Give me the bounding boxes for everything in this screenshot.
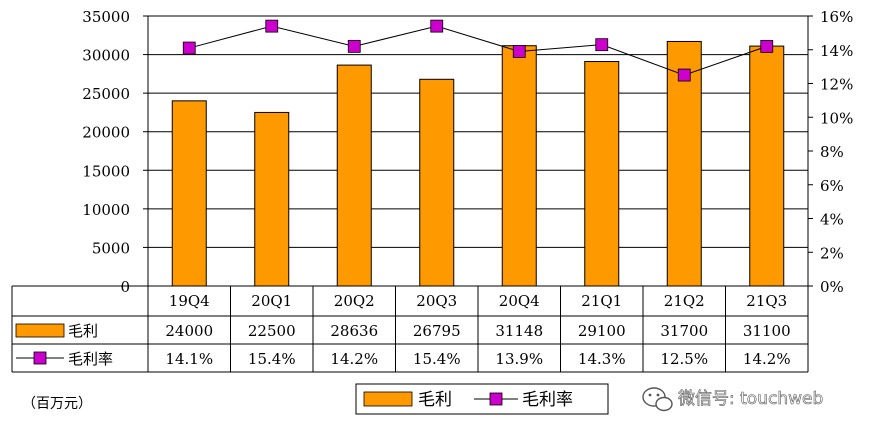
bar-value-label: 31100 [743, 322, 791, 340]
line-point [595, 38, 609, 52]
category-label: 20Q1 [251, 292, 292, 310]
category-label: 20Q3 [416, 292, 457, 310]
bar [501, 45, 537, 287]
right-tick-label: 6% [820, 177, 844, 195]
bar-series [171, 40, 785, 287]
rate-value-label: 14.2% [743, 350, 791, 368]
left-tick-label: 35000 [82, 8, 130, 26]
row-key-marker [33, 351, 47, 365]
legend-label-gross-profit: 毛利 [418, 390, 452, 410]
plot-axes [143, 15, 813, 287]
legend-label-margin: 毛利率 [522, 390, 573, 410]
rate-value-label: 12.5% [660, 350, 708, 368]
line-point [677, 68, 691, 82]
category-label: 20Q2 [334, 292, 375, 310]
left-tick-label: 15000 [82, 162, 130, 180]
bar-value-label: 31148 [495, 322, 543, 340]
category-label: 21Q3 [746, 292, 787, 310]
left-tick-label: 30000 [82, 47, 130, 65]
watermark: 微信号: touchweb [642, 387, 824, 412]
legend: 毛利 毛利率 [355, 383, 609, 415]
rate-value-label: 15.4% [413, 350, 461, 368]
right-tick-label: 0% [820, 278, 844, 296]
bar-value-label: 24000 [165, 322, 213, 340]
rate-value-label: 14.3% [578, 350, 626, 368]
right-tick-label: 4% [820, 211, 844, 229]
bar-value-label: 31700 [660, 322, 708, 340]
gridlines [148, 15, 808, 287]
data-table: 19Q4 20Q1 20Q2 20Q3 20Q4 21Q1 21Q2 21Q3 24000 225… [11, 285, 809, 373]
right-tick-label: 8% [820, 143, 844, 161]
category-label: 20Q4 [499, 292, 540, 310]
left-tick-label: 0 [120, 278, 130, 296]
line-point [512, 45, 526, 58]
line-point [182, 41, 196, 55]
left-tick-label: 5000 [92, 239, 130, 257]
category-label: 19Q4 [169, 292, 210, 310]
bar [419, 78, 455, 287]
legend-key-marker [489, 392, 503, 406]
right-tick-label: 12% [820, 76, 853, 94]
right-tick-label: 14% [820, 42, 853, 60]
bar [336, 64, 372, 287]
left-tick-label: 20000 [82, 124, 130, 142]
bar [749, 45, 785, 287]
right-tick-label: 10% [820, 109, 853, 127]
category-label: 21Q1 [581, 292, 622, 310]
row-header-gross-profit: 毛利 [68, 322, 98, 340]
row-header-margin: 毛利率 [68, 350, 113, 368]
line-point [265, 19, 279, 33]
left-axis-ticks: 0 5000 10000 15000 20000 25000 30000 35000 [82, 8, 130, 296]
bar [666, 40, 702, 287]
category-label: 21Q2 [664, 292, 705, 310]
line-point [347, 39, 361, 53]
bar-value-label: 28636 [330, 322, 378, 340]
bar [171, 100, 207, 287]
bar-value-label: 26795 [413, 322, 461, 340]
line-point [760, 39, 774, 53]
bar [254, 111, 290, 287]
rate-value-label: 13.9% [495, 350, 543, 368]
rate-value-label: 14.2% [330, 350, 378, 368]
unit-label: （百万元） [22, 396, 92, 412]
line-series [182, 19, 774, 82]
right-tick-label: 16% [820, 8, 853, 26]
line-point [430, 19, 444, 33]
right-axis-ticks: 0% 2% 4% 6% 8% 10% 12% 14% 16% [820, 8, 853, 296]
series-line [189, 25, 767, 76]
left-tick-label: 25000 [82, 85, 130, 103]
bar [584, 61, 620, 287]
plot-frame [147, 15, 809, 287]
row-key-bar [15, 323, 65, 338]
right-tick-label: 2% [820, 244, 844, 262]
wechat-icon [642, 387, 673, 412]
bar-value-label: 29100 [578, 322, 626, 340]
legend-key-bar [363, 391, 413, 407]
left-tick-label: 10000 [82, 201, 130, 219]
watermark-text: 微信号: touchweb [678, 389, 823, 409]
rate-value-label: 14.1% [165, 350, 213, 368]
bar-value-label: 22500 [248, 322, 296, 340]
rate-value-label: 15.4% [248, 350, 296, 368]
